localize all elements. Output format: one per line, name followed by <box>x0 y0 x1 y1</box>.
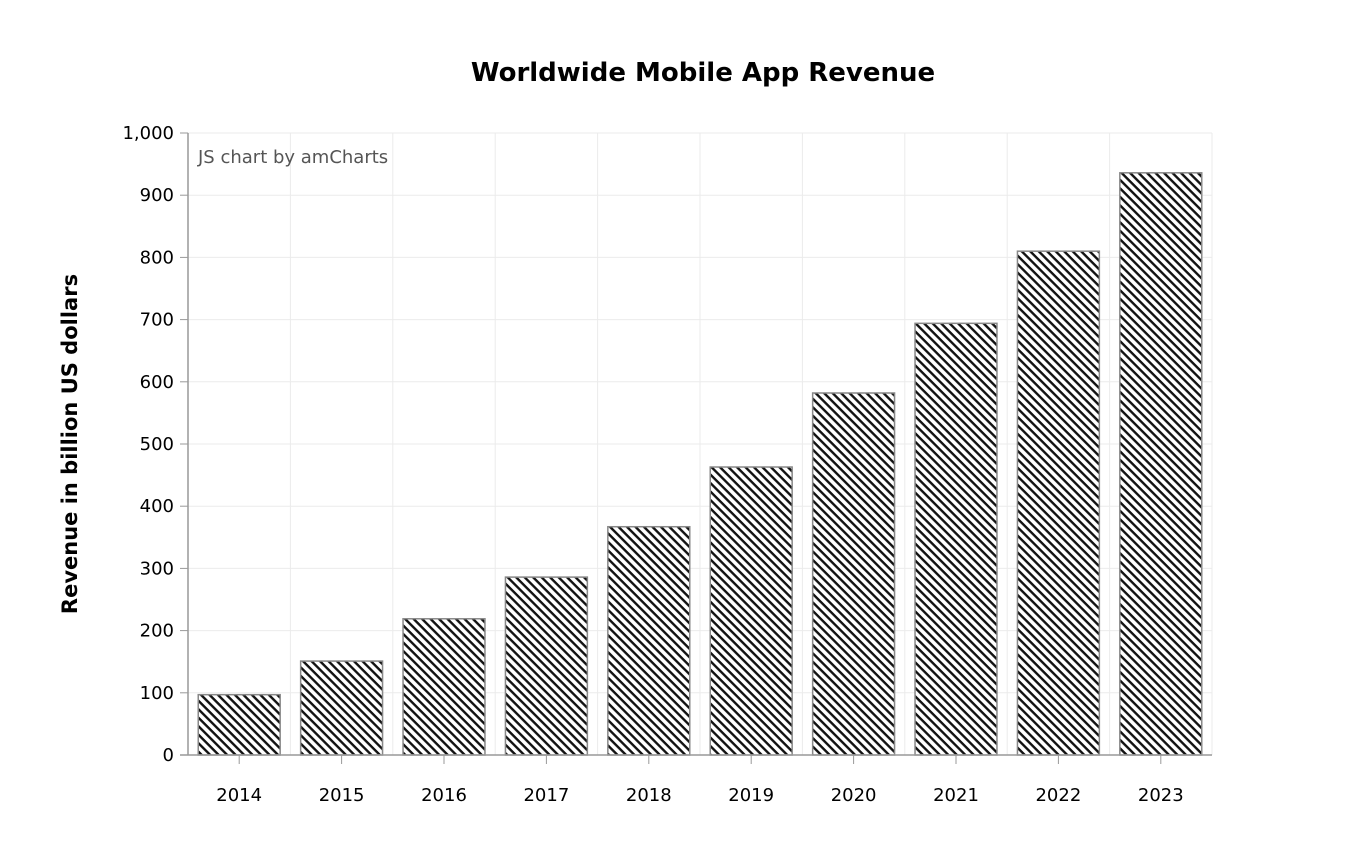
bar-2023[interactable] <box>1119 172 1203 756</box>
y-tick-label: 500 <box>140 434 174 455</box>
y-tick-label: 800 <box>140 247 174 268</box>
bars <box>197 172 1203 756</box>
chart-credit[interactable]: JS chart by amCharts <box>197 147 388 168</box>
y-tick-label: 600 <box>140 372 174 393</box>
x-tick-label: 2016 <box>421 785 467 806</box>
y-tick-label: 300 <box>140 558 174 579</box>
y-tick-label: 1,000 <box>122 123 174 144</box>
bar-2020[interactable] <box>811 392 896 756</box>
x-tick-label: 2019 <box>728 785 774 806</box>
bar-2017[interactable] <box>504 576 589 756</box>
bar-2022[interactable] <box>1016 250 1101 756</box>
chart-title: Worldwide Mobile App Revenue <box>471 58 935 88</box>
y-tick-label: 200 <box>140 621 174 642</box>
x-tick-label: 2023 <box>1138 785 1184 806</box>
bar-2014[interactable] <box>197 693 281 756</box>
bar-2019[interactable] <box>709 466 793 756</box>
bar-2015[interactable] <box>299 660 384 756</box>
x-tick-label: 2014 <box>216 785 262 806</box>
x-tick-label: 2020 <box>831 785 877 806</box>
bar-2021[interactable] <box>914 322 998 756</box>
y-tick-label: 100 <box>140 683 174 704</box>
x-tick-label: 2022 <box>1035 785 1081 806</box>
x-tick-label: 2021 <box>933 785 979 806</box>
bar-2016[interactable] <box>402 618 486 756</box>
y-tick-label: 700 <box>140 310 174 331</box>
x-tick-label: 2017 <box>523 785 569 806</box>
y-axis-label: Revenue in billion US dollars <box>58 274 82 614</box>
y-tick-label: 0 <box>163 745 174 766</box>
x-tick-label: 2015 <box>319 785 365 806</box>
axes: 0 100 200 300 400 500 600 700 800 900 1,000 2014 201… <box>122 123 1212 806</box>
y-tick-label: 900 <box>140 185 174 206</box>
y-tick-label: 400 <box>140 496 174 517</box>
gridlines <box>188 132 1213 756</box>
x-tick-label: 2018 <box>626 785 672 806</box>
bar-2018[interactable] <box>607 525 691 756</box>
